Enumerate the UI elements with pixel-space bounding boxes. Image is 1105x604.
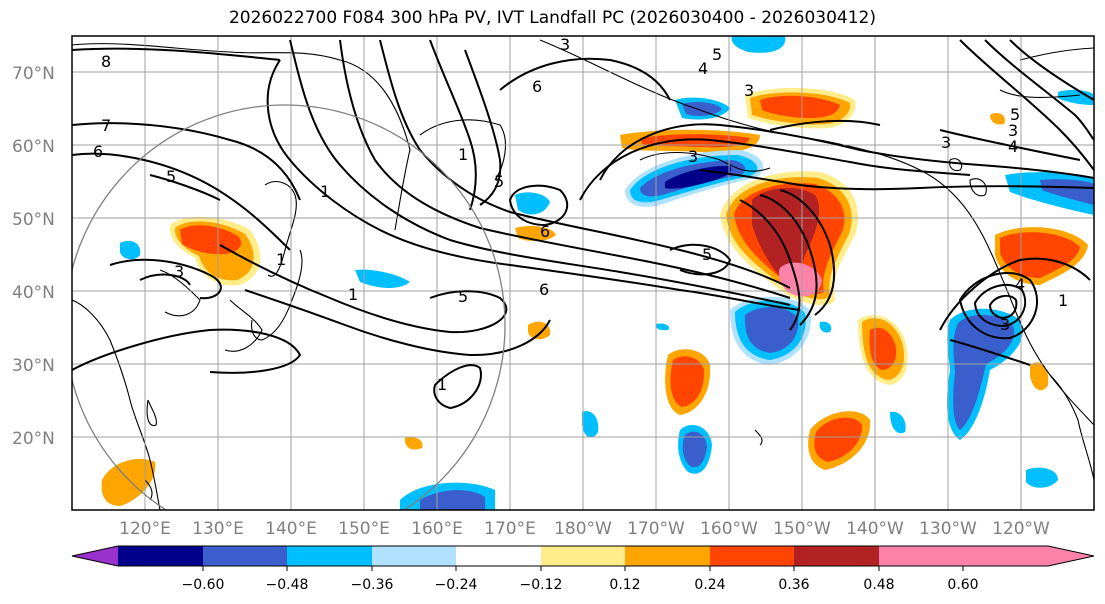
- contour-label: 4: [698, 59, 708, 78]
- contour-labels: 8 7 6 5 3 6 5 4 3 1 3 1 5 6 5 1 3 6 5 3 …: [93, 35, 1068, 394]
- colorbar-segment: [372, 546, 456, 566]
- map-title: 2026022700 F084 300 hPa PV, IVT Landfall…: [228, 8, 876, 28]
- map-border: [71, 35, 1095, 511]
- contour-label: 5: [712, 45, 722, 64]
- colorbar-tick-label: 0.60: [947, 577, 978, 593]
- contour-label: 5: [1010, 105, 1020, 124]
- colorbar-extend-left: [72, 546, 118, 566]
- contour-label: 6: [539, 280, 549, 299]
- lat-label: 30°N: [12, 356, 55, 376]
- contour-label: 3: [941, 133, 951, 152]
- contour-label: 1: [437, 375, 447, 394]
- colorbar-segment: [625, 546, 710, 566]
- contour-label: 1: [276, 250, 286, 269]
- radius-circle: [72, 104, 506, 510]
- contour-label: 8: [101, 52, 111, 71]
- colorbar-segment: [287, 546, 372, 566]
- contour-label: 7: [101, 116, 111, 135]
- contour-label: 3: [1000, 315, 1010, 334]
- contour-label: 3: [174, 262, 184, 281]
- contour-label: 6: [93, 142, 103, 161]
- contour-label: 1: [1058, 291, 1068, 310]
- lon-label: 130°E: [192, 519, 244, 539]
- lon-label: 140°W: [846, 519, 904, 539]
- colorbar-tick-label: 0.12: [609, 577, 640, 593]
- lat-label: 20°N: [12, 429, 55, 449]
- lon-label: 170°E: [484, 519, 536, 539]
- colorbar-tick-label: −0.48: [266, 577, 309, 593]
- contour-label: 1: [348, 285, 358, 304]
- lon-label: 160°W: [700, 519, 758, 539]
- lat-label: 60°N: [12, 137, 55, 157]
- colorbar-tick-label: 0.48: [863, 577, 894, 593]
- lon-label: 180°W: [554, 519, 612, 539]
- contour-label: 6: [532, 77, 542, 96]
- contour-label: 3: [560, 35, 570, 54]
- colorbar-segment: [203, 546, 287, 566]
- colorbar-tick-label: −0.60: [182, 577, 225, 593]
- colorbar-segment: [118, 546, 203, 566]
- lat-label: 70°N: [12, 64, 55, 84]
- colorbar-extend-right: [963, 546, 1094, 566]
- colorbar-outline: [71, 545, 1095, 567]
- lon-label: 120°W: [992, 519, 1050, 539]
- contour-label: 5: [702, 245, 712, 264]
- contour-label: 1: [320, 182, 330, 201]
- lon-label: 150°E: [338, 519, 390, 539]
- lat-label: 50°N: [12, 210, 55, 230]
- contour-label: 3: [1008, 121, 1018, 140]
- contour-label: 4: [1015, 275, 1025, 294]
- colorbar-tick-label: −0.12: [520, 577, 563, 593]
- colorbar-tick-label: −0.36: [351, 577, 394, 593]
- lon-label: 140°E: [265, 519, 317, 539]
- colorbar-segment: [456, 546, 541, 566]
- colorbar-ticks: [202, 566, 964, 571]
- contour-label: 3: [688, 147, 698, 166]
- contour-label: 5: [458, 287, 468, 306]
- lon-label: 130°W: [919, 519, 977, 539]
- colorbar-segment: [710, 546, 794, 566]
- coastlines: [72, 39, 1094, 510]
- contour-label: 5: [166, 167, 176, 186]
- contour-label: 1: [458, 145, 468, 164]
- contour-label: 4: [1008, 137, 1018, 156]
- lon-label: 150°W: [773, 519, 831, 539]
- colorbar-segment: [541, 546, 625, 566]
- contour-label: 5: [494, 172, 504, 191]
- colorbar-segment: [794, 546, 879, 566]
- colorbar: −0.60 −0.48 −0.36 −0.24 −0.12 0.12 0.24 …: [71, 545, 1095, 593]
- pv-contours: [72, 39, 1094, 410]
- colorbar-tick-label: 0.36: [778, 577, 809, 593]
- longitude-labels: 120°E 130°E 140°E 150°E 160°E 170°E 180°…: [119, 519, 1050, 539]
- colorbar-tick-label: 0.24: [694, 577, 725, 593]
- lat-label: 40°N: [12, 283, 55, 303]
- latitude-labels: 70°N 60°N 50°N 40°N 30°N 20°N: [12, 64, 55, 449]
- lon-label: 170°W: [627, 519, 685, 539]
- colorbar-tick-label: −0.24: [435, 577, 478, 593]
- lon-label: 120°E: [119, 519, 171, 539]
- lon-label: 160°E: [411, 519, 463, 539]
- contour-label: 6: [540, 222, 550, 241]
- anomaly-shading: [101, 36, 1094, 510]
- colorbar-segment: [879, 546, 963, 566]
- contour-label: 3: [744, 81, 754, 100]
- gridlines: [72, 36, 1094, 510]
